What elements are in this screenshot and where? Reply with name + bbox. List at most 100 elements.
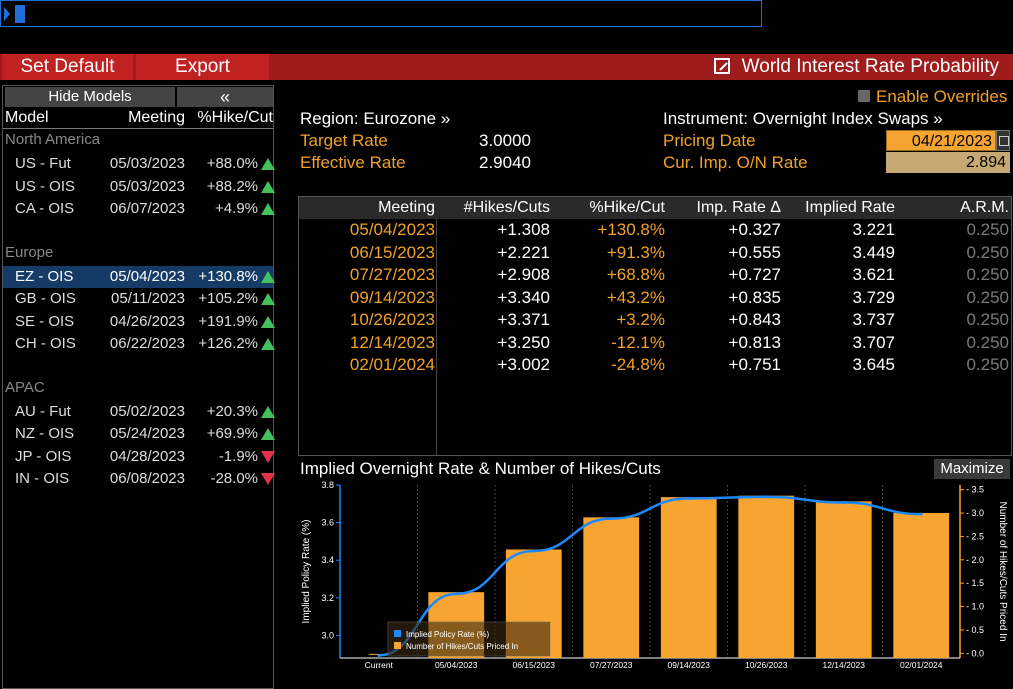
bar[interactable] [660,497,717,658]
series-point[interactable] [842,500,846,504]
table-cell: +2.908 [497,265,550,284]
meetings-table: Meeting #Hikes/Cuts %Hike/Cut Imp. Rate … [298,196,1012,456]
th-pct[interactable]: %Hike/Cut [589,199,665,216]
hide-models-button[interactable]: Hide Models [5,87,175,107]
enable-overrides-checkbox[interactable] [858,90,870,102]
table-cell: 0.250 [966,287,1009,307]
table-cell: 3.729 [852,287,895,307]
model-meeting: 06/08/2023 [109,470,185,487]
toolbar: Set Default Export World Interest Rate P… [0,54,1013,80]
series-point[interactable] [454,592,458,596]
model-row[interactable]: US - OIS 05/03/2023 +88.2% [3,176,275,198]
export-button[interactable]: Export [136,54,269,80]
table-cell: +0.751 [728,355,781,374]
model-meeting: 06/22/2023 [109,335,185,352]
th-hikes[interactable]: #Hikes/Cuts [463,199,550,216]
model-row[interactable]: IN - OIS 06/08/2023 -28.0% [3,468,275,490]
th-implied-rate[interactable]: Implied Rate [805,199,895,216]
enable-overrides-label[interactable]: Enable Overrides [876,87,1008,106]
model-row[interactable]: EZ - OIS 05/04/2023 +130.8% [3,265,275,288]
model-name: GB - OIS [15,290,76,307]
right-tick-label: - 0.5 [966,625,984,635]
col-meeting[interactable]: Meeting [128,109,185,126]
table-cell: 06/15/2023 [349,242,435,262]
model-meeting: 05/03/2023 [109,177,185,195]
model-row[interactable]: US - Fut 05/03/2023 +88.0% [3,153,275,175]
table-cell: 3.221 [852,220,895,239]
model-row[interactable]: NZ - OIS 05/24/2023 +69.9% [3,423,275,445]
table-cell: 07/27/2023 [349,265,435,284]
model-row[interactable]: AU - Fut 05/02/2023 +20.3% [3,401,275,423]
app-title-text: World Interest Rate Probability [741,56,999,77]
up-arrow-icon [261,315,275,328]
series-point[interactable] [532,549,536,553]
model-row[interactable]: SE - OIS 04/26/2023 +191.9% [3,311,275,333]
series-point[interactable] [609,517,613,521]
left-tick-label: 3.8 [321,480,334,490]
series-point[interactable] [764,495,768,499]
table-cell: +68.8% [606,265,665,284]
model-pct: +20.3% [206,402,258,420]
table-cell: -12.1% [611,332,665,352]
table-row[interactable]: 06/15/2023 +2.221 +91.3% +0.555 3.449 0.250 [299,242,1011,264]
model-row[interactable]: JP - OIS 04/28/2023 -1.9% [3,446,275,468]
collapse-panel-button[interactable]: « [177,87,273,107]
external-link-icon[interactable] [713,58,730,74]
text-cursor [15,5,25,23]
set-default-button[interactable]: Set Default [2,54,133,80]
maximize-button[interactable]: Maximize [934,459,1010,479]
model-meeting: 05/11/2023 [111,290,185,307]
x-tick-label: 06/15/2023 [512,660,555,670]
rate-chart: 3.8 3.6 3.4 3.2 3.0 - 3.5 - 3.0 - 2.5 - 2.0 - 1.5… [298,480,1012,689]
x-tick-label: 09/14/2023 [667,660,710,670]
legend-swatch [394,630,401,637]
table-cell: 05/04/2023 [349,220,435,239]
table-row[interactable]: 07/27/2023 +2.908 +68.8% +0.727 3.621 0.250 [299,264,1011,286]
col-pct[interactable]: %Hike/Cut [197,109,273,126]
up-arrow-icon [261,338,275,350]
table-row[interactable]: 02/01/2024 +3.002 -24.8% +0.751 3.645 0.250 [299,354,1011,376]
target-rate-value: 3.0000 [479,131,531,150]
right-tick-label: - 2.0 [966,555,984,565]
series-point[interactable] [687,496,691,500]
table-cell: 3.707 [852,332,895,352]
bar[interactable] [815,501,872,658]
chart-title: Implied Overnight Rate & Number of Hikes… [300,459,661,478]
table-cell: +0.327 [728,220,781,239]
model-row[interactable]: GB - OIS 05/11/2023 +105.2% [3,288,275,310]
table-cell: 0.250 [966,355,1009,374]
th-arm[interactable]: A.R.M. [960,199,1009,216]
series-point[interactable] [919,512,923,516]
bar[interactable] [738,495,795,658]
up-arrow-icon [261,180,275,193]
region-selector[interactable]: Region: Eurozone » [300,109,451,128]
series-point[interactable] [377,653,381,657]
x-tick-label: 05/04/2023 [435,660,478,670]
table-row[interactable]: 12/14/2023 +3.250 -12.1% +0.813 3.707 0.250 [299,332,1011,354]
table-cell: +0.813 [728,332,781,352]
right-tick-label: - 3.0 [966,508,984,518]
on-rate-field[interactable]: 2.894 [886,152,1010,173]
command-line-input[interactable] [0,0,762,27]
th-meeting[interactable]: Meeting [378,199,435,216]
group-label: APAC [5,378,45,396]
table-row[interactable]: 09/14/2023 +3.340 +43.2% +0.835 3.729 0.250 [299,287,1011,309]
table-cell: 10/26/2023 [349,310,435,329]
calendar-icon[interactable] [996,130,1010,151]
right-tick-label: - 1.0 [966,602,984,612]
legend-swatch [394,642,401,649]
col-model[interactable]: Model [5,109,49,126]
model-row[interactable]: CH - OIS 06/22/2023 +126.2% [3,333,275,355]
instrument-selector[interactable]: Instrument: Overnight Index Swaps » [663,109,943,128]
bar[interactable] [583,517,640,658]
model-row[interactable]: CA - OIS 06/07/2023 +4.9% [3,198,275,220]
pricing-date-field[interactable]: 04/21/2023 [886,130,996,151]
table-row[interactable]: 10/26/2023 +3.371 +3.2% +0.843 3.737 0.250 [299,309,1011,331]
bar[interactable] [893,512,950,658]
model-name: IN - OIS [15,470,70,487]
table-row[interactable]: 05/04/2023 +1.308 +130.8% +0.327 3.221 0.250 [299,219,1011,241]
table-cell: +3.2% [616,310,665,329]
x-tick-label: Current [365,660,394,670]
th-imp-rate-delta[interactable]: Imp. Rate Δ [696,199,782,216]
model-pct: +191.9% [198,312,258,330]
